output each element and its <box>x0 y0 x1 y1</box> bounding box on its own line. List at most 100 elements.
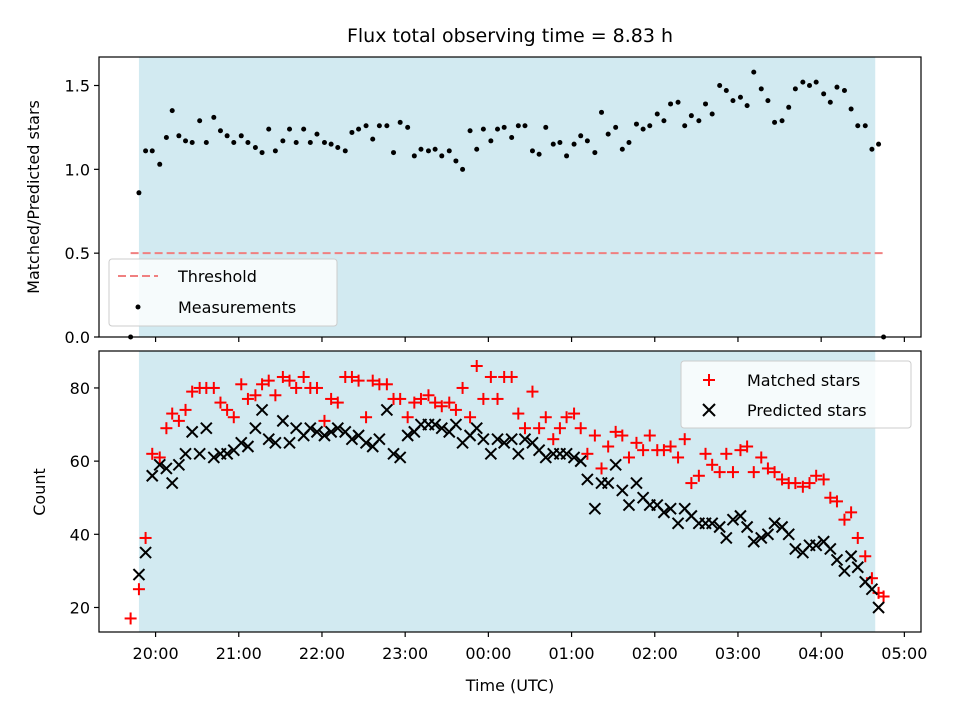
matched-star-point <box>366 374 379 387</box>
predicted-star-point <box>609 458 622 471</box>
predicted-star-point <box>249 421 262 435</box>
measurement-point <box>640 126 646 132</box>
measurement-point <box>474 146 480 152</box>
x-axis-label: Time (UTC) <box>465 676 554 695</box>
predicted-star-point <box>193 447 206 461</box>
measurement-point <box>224 133 230 139</box>
predicted-star-point <box>657 506 671 519</box>
matched-star-point <box>414 392 427 405</box>
measurement-point <box>779 118 785 124</box>
measurement-point <box>543 124 549 130</box>
matched-star-point <box>484 370 497 383</box>
x-tick-label: 23:00 <box>382 644 428 663</box>
matched-star-point <box>830 495 843 508</box>
matched-star-point <box>153 451 166 464</box>
matched-star-point <box>456 381 469 394</box>
matched-star-point <box>595 462 608 475</box>
predicted-star-point <box>428 418 442 431</box>
measurement-point <box>765 98 771 104</box>
matched-star-point <box>179 403 192 416</box>
predicted-star-point <box>671 517 685 530</box>
matched-star-point <box>186 385 199 398</box>
measurement-point <box>619 146 625 152</box>
matched-star-point <box>401 411 414 424</box>
predicted-star-point <box>484 447 498 461</box>
measurement-point <box>786 104 792 110</box>
measurement-point <box>709 111 715 117</box>
matched-star-point <box>345 370 358 383</box>
count-y-tick-label: 20 <box>70 598 90 617</box>
matched-star-point <box>622 451 635 464</box>
predicted-star-point <box>310 425 324 439</box>
measurement-point <box>384 123 390 129</box>
predicted-star-point <box>345 432 359 446</box>
predicted-star-point <box>200 421 213 435</box>
predicted-star-point <box>207 451 221 464</box>
matched-star-point <box>616 429 629 442</box>
measurement-point <box>751 69 757 75</box>
measurement-point <box>376 123 382 129</box>
matched-star-point <box>172 414 185 427</box>
matched-star-point <box>518 422 531 435</box>
measurement-point <box>654 111 660 117</box>
measurements-legend-label: Measurements <box>178 298 296 317</box>
matched-star-point <box>443 396 456 409</box>
matched-star-point <box>768 466 781 479</box>
predicted-star-point <box>726 513 740 526</box>
matched-star-point <box>581 447 594 460</box>
predicted-star-point <box>505 432 518 446</box>
measurement-point <box>467 128 473 134</box>
matched-star-point <box>146 447 159 460</box>
measurement-point <box>647 123 653 129</box>
measurement-point <box>703 101 709 107</box>
predicted-star-point <box>331 421 344 435</box>
predicted-star-point <box>512 447 525 461</box>
measurement-point <box>370 136 376 142</box>
matched-stars-legend-label: Matched stars <box>747 371 860 390</box>
ratio-y-tick-label: 0.0 <box>65 328 90 347</box>
measurement-point <box>571 141 577 147</box>
matched-star-point <box>845 506 858 519</box>
measurement-point <box>723 88 729 94</box>
x-tick-label: 03:00 <box>715 644 761 663</box>
count-legend: Matched stars Predicted stars <box>680 360 912 429</box>
measurement-point <box>529 148 535 154</box>
matched-star-point <box>859 550 872 563</box>
chart-title: Flux total observing time = 8.83 h <box>347 25 673 47</box>
predicted-star-point <box>276 414 290 428</box>
measurement-point <box>536 151 542 157</box>
matched-star-point <box>241 392 254 405</box>
measurement-point <box>266 126 272 132</box>
predicted-star-point <box>220 447 234 461</box>
matched-star-point <box>747 466 760 479</box>
matched-star-point <box>290 381 303 394</box>
matched-star-point <box>755 451 768 464</box>
measurement-point <box>183 138 189 144</box>
matched-star-point <box>789 477 802 490</box>
predicted-star-point <box>255 403 269 417</box>
matched-star-point <box>256 378 269 391</box>
measurement-point <box>772 119 778 125</box>
count-y-axis-label: Count <box>30 468 49 516</box>
predicted-star-point <box>393 451 407 464</box>
measurement-point <box>176 133 182 139</box>
matched-star-point <box>568 407 581 420</box>
measurement-point <box>405 124 411 130</box>
x-tick-label: 21:00 <box>216 644 262 663</box>
matched-star-point <box>283 374 296 387</box>
predicted-star-point <box>139 546 152 559</box>
measurement-point <box>758 86 764 92</box>
matched-star-point <box>408 396 421 409</box>
matched-star-point <box>505 370 518 383</box>
matched-star-point <box>685 477 698 490</box>
ratio-y-axis-label: Matched/Predicted stars <box>24 100 43 294</box>
predicted-star-point <box>734 509 747 523</box>
predicted-star-point <box>435 421 448 435</box>
measurement-point <box>495 126 501 132</box>
x-tick-label: 20:00 <box>133 644 179 663</box>
measurement-point <box>584 138 590 144</box>
measurement-point <box>633 121 639 127</box>
predicted-star-point <box>477 432 490 446</box>
predicted-star-point <box>560 447 573 461</box>
measurement-point <box>682 123 688 129</box>
